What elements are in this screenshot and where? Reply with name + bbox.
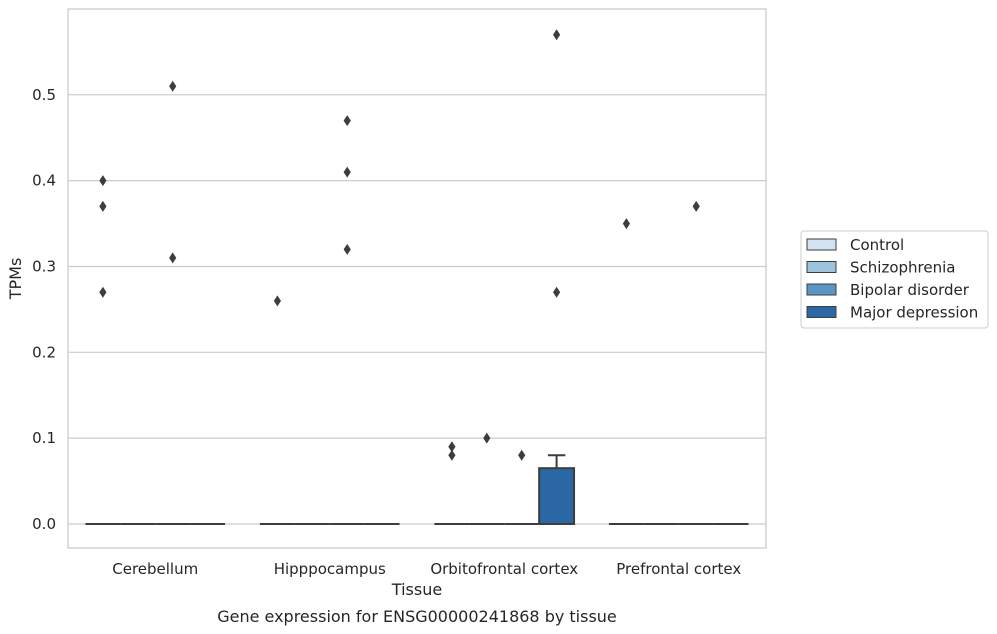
outlier-point [169, 252, 177, 264]
x-tick-label: Prefrontal cortex [616, 560, 741, 578]
y-tick-label: 0.3 [32, 257, 56, 275]
y-tick-label: 0.4 [32, 172, 56, 190]
outlier-point [99, 200, 107, 212]
y-tick-labels: 0.0 0.1 0.2 0.3 0.4 0.5 [32, 86, 56, 533]
y-gridlines [68, 94, 766, 525]
outlier-point [622, 218, 630, 230]
box-major-depression [538, 454, 576, 525]
x-tick-labels: Cerebellum Hipppocampus Orbitofrontal cort… [112, 560, 741, 578]
legend-swatch [806, 261, 837, 273]
outlier-point [483, 432, 491, 444]
legend-swatch [806, 306, 837, 318]
outlier-point [518, 449, 526, 461]
outlier-point [343, 243, 351, 255]
chart-caption: Gene expression for ENSG00000241868 by t… [217, 607, 617, 626]
y-tick-label: 0.2 [32, 343, 56, 361]
outlier-points [99, 29, 700, 461]
outlier-point [343, 166, 351, 178]
plot-frame [67, 8, 767, 549]
y-tick-label: 0.5 [32, 86, 56, 104]
x-tick-label: Cerebellum [112, 560, 198, 578]
legend-label: Control [850, 236, 904, 254]
legend-swatch [806, 283, 837, 296]
legend-label: Major depression [850, 304, 978, 322]
outlier-point [169, 80, 177, 92]
outlier-point [553, 286, 561, 298]
outlier-point [448, 441, 456, 453]
x-tick-label: Orbitofrontal cortex [430, 560, 578, 578]
y-tick-label: 0.0 [32, 515, 56, 533]
outlier-point [343, 115, 351, 127]
legend-swatch [806, 238, 837, 251]
outlier-point [99, 175, 107, 187]
legend-label: Bipolar disorder [850, 281, 970, 299]
outlier-point [273, 295, 281, 307]
box-body [538, 467, 576, 525]
outlier-point [692, 200, 700, 212]
legend-label: Schizophrenia [850, 259, 955, 277]
legend-frame [800, 230, 989, 329]
y-axis-label: TPMs [6, 258, 25, 301]
box-groups [85, 454, 749, 525]
legend: Control Schizophrenia Bipolar disorder Majo… [800, 230, 989, 329]
outlier-point [553, 29, 561, 41]
x-tick-label: Hipppocampus [274, 560, 386, 578]
outlier-point [99, 286, 107, 298]
y-tick-label: 0.1 [32, 429, 56, 447]
x-axis-label: Tissue [391, 580, 442, 599]
outlier-point [448, 449, 456, 461]
